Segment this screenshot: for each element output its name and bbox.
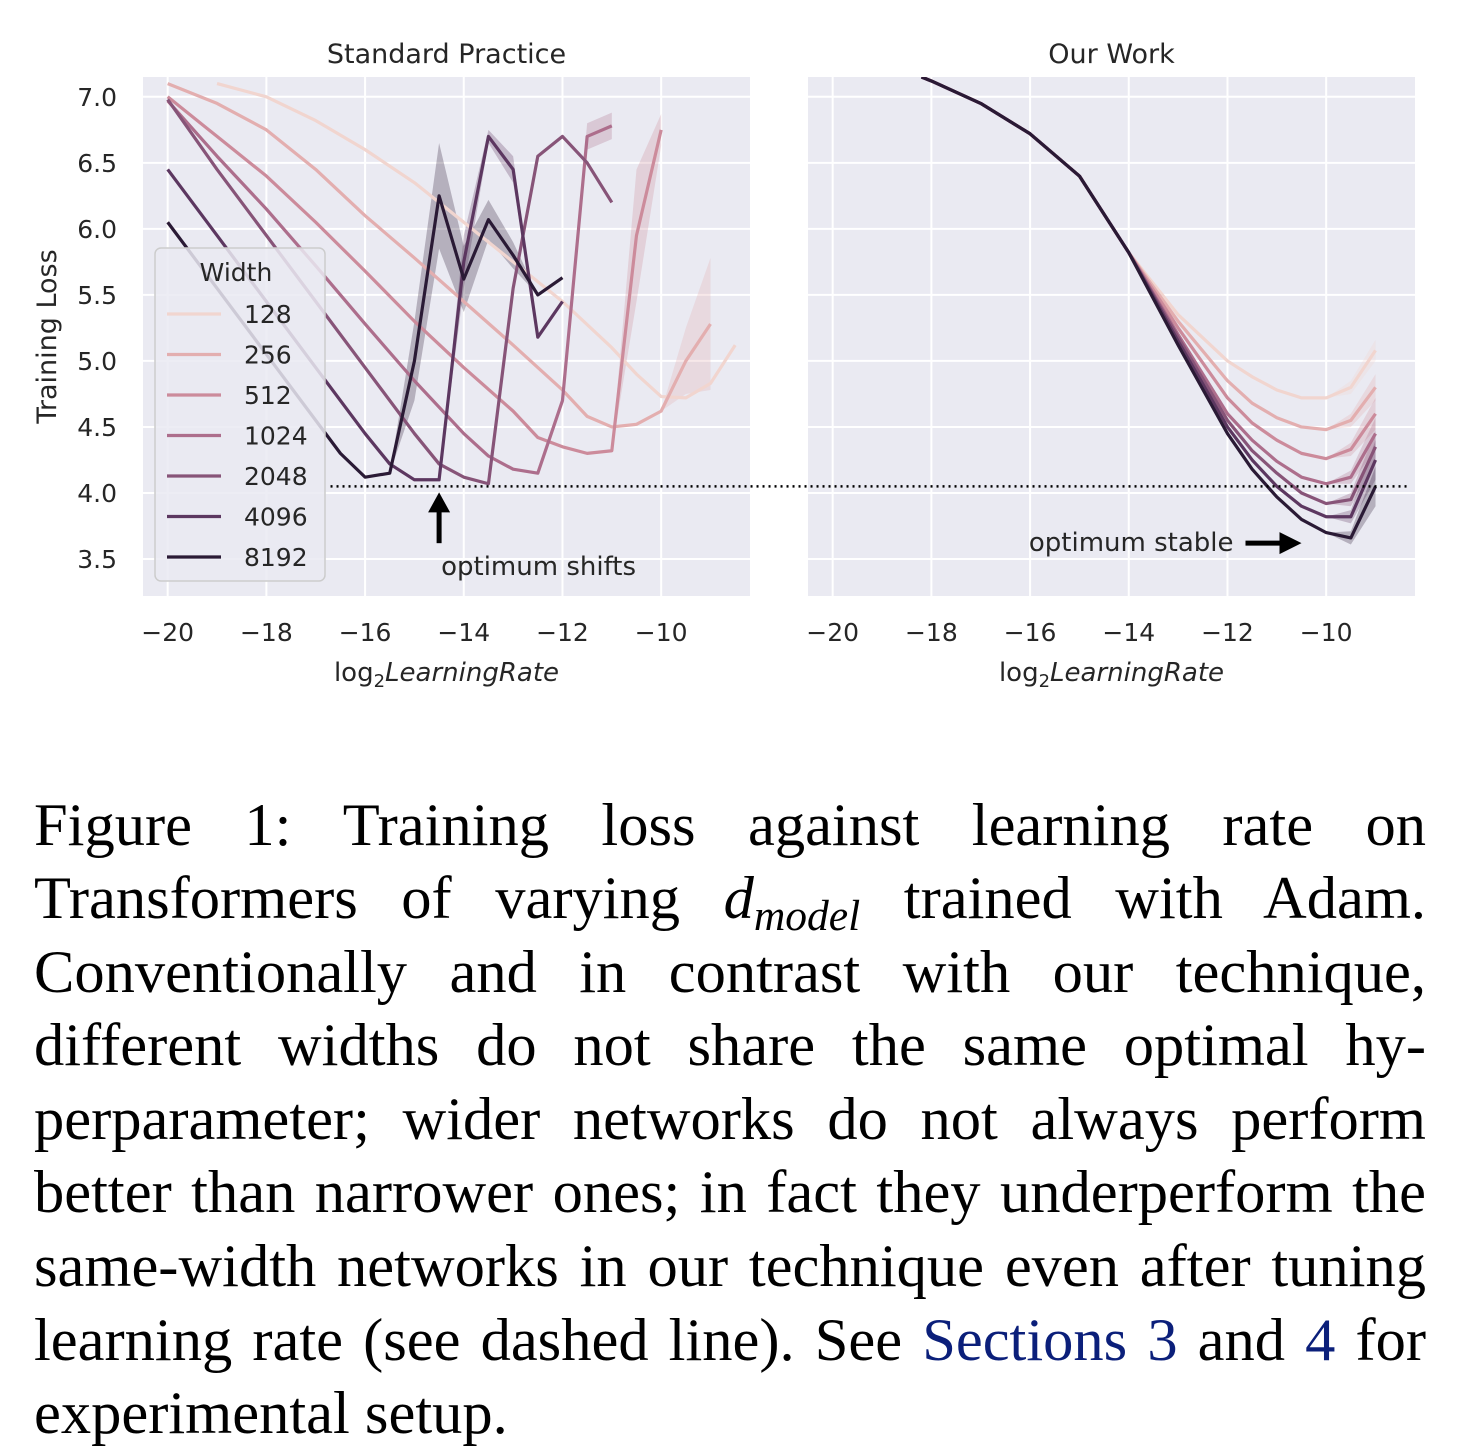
x-tick-label: −14: [437, 618, 490, 647]
plot-area: [920, 77, 1377, 545]
x-axis-label: log2LearningRate: [999, 658, 1224, 692]
series-line-512: [166, 95, 663, 455]
caption-body: trained with Adam. Conventionally and in…: [34, 865, 1426, 1374]
x-tick-label: −16: [1004, 618, 1057, 647]
annotation-text: optimum stable: [1029, 528, 1234, 558]
y-tick-label: 4.5: [77, 413, 117, 442]
x-tick-label: −18: [905, 618, 958, 647]
y-tick-label: 4.0: [77, 479, 117, 508]
legend-label-512: 512: [244, 381, 292, 410]
y-tick-label: 7.0: [77, 83, 117, 112]
series-line-256: [167, 82, 712, 429]
x-tick-label: −10: [635, 618, 688, 647]
caption-and: and: [1177, 1306, 1306, 1374]
y-axis-label: Training Loss: [32, 249, 63, 424]
x-tick-label: −20: [806, 618, 859, 647]
panel-title: Our Work: [1048, 39, 1175, 70]
series-line-8192: [920, 77, 1377, 540]
annotation-arrow-right-icon: [1279, 532, 1302, 555]
series-line-1024: [166, 99, 613, 475]
legend-label-4096: 4096: [244, 503, 308, 532]
panel-standard-practice: −20 −18 −16 −14 −12 −10 3.5 4.0 4.5 5.0 5.5 6.0 6.5 7…: [32, 39, 750, 692]
y-tick-label: 5.0: [77, 347, 117, 376]
annotation-text: optimum shifts: [441, 552, 636, 582]
legend-label-2048: 2048: [244, 462, 308, 491]
axes-background: [808, 77, 1415, 596]
x-axis-label: log2LearningRate: [334, 658, 559, 692]
x-tick-label: −12: [1201, 618, 1254, 647]
sections-3-link[interactable]: Sections 3: [922, 1306, 1178, 1374]
y-tick-label: 3.5: [77, 545, 117, 574]
x-tick-label: −10: [1300, 618, 1353, 647]
panel-our-work: −20 −18 −16 −14 −12 −10 Our Work log2LearningRa…: [806, 39, 1415, 692]
y-tick-label: 6.5: [77, 149, 117, 178]
legend-title: Width: [200, 258, 273, 287]
caption-math-subscript: model: [753, 892, 861, 941]
panel-title: Standard Practice: [327, 39, 566, 70]
y-tick-label: 5.5: [77, 281, 117, 310]
x-tick-label: −18: [240, 618, 293, 647]
legend-label-8192: 8192: [244, 543, 308, 572]
legend-label-128: 128: [244, 300, 292, 329]
figure-1: −20 −18 −16 −14 −12 −10 3.5 4.0 4.5 5.0 5.5 6.0 6.5 7…: [0, 0, 1460, 710]
legend-label-256: 256: [244, 341, 292, 370]
legend: Width 128 256 512 1024 2048 4096 8192: [154, 247, 326, 582]
x-tick-label: −20: [141, 618, 194, 647]
figure-caption: Figure 1: Training loss against learning…: [34, 789, 1426, 1451]
section-4-link[interactable]: 4: [1305, 1306, 1336, 1374]
series-line-128: [216, 82, 737, 400]
x-tick-label: −12: [536, 618, 589, 647]
legend-box: [154, 247, 326, 582]
x-tick-label: −14: [1102, 618, 1155, 647]
caption-math-d: d: [723, 865, 754, 933]
figure-svg: −20 −18 −16 −14 −12 −10 3.5 4.0 4.5 5.0 5.5 6.0 6.5 7…: [32, 39, 1415, 692]
annotation-arrow-up-icon: [428, 492, 451, 513]
series-line-2048: [166, 98, 614, 486]
x-tick-label: −16: [339, 618, 392, 647]
y-tick-label: 6.0: [77, 215, 117, 244]
legend-label-1024: 1024: [244, 422, 308, 451]
caption-lead: Figure 1: Training loss against learning…: [34, 791, 1426, 933]
